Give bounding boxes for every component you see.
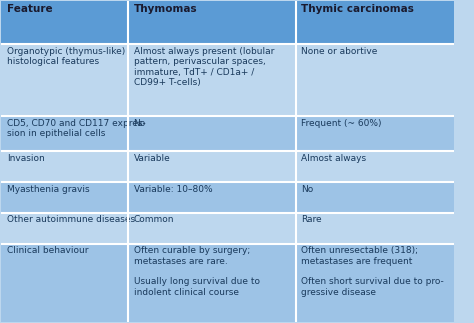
- Text: Thymic carcinomas: Thymic carcinomas: [301, 4, 414, 14]
- Text: Almost always present (lobular
pattern, perivascular spaces,
immature, TdT+ / CD: Almost always present (lobular pattern, …: [134, 47, 274, 87]
- Text: Clinical behaviour: Clinical behaviour: [7, 246, 88, 255]
- Bar: [128, 45, 296, 116]
- Bar: [128, 116, 296, 151]
- Bar: [296, 45, 454, 116]
- Bar: [296, 151, 454, 182]
- Text: Organotypic (thymus-like)
histological features: Organotypic (thymus-like) histological f…: [7, 47, 125, 67]
- Text: No: No: [301, 184, 313, 193]
- Text: Variable: 10–80%: Variable: 10–80%: [134, 184, 212, 193]
- Text: Other autoimmune diseases: Other autoimmune diseases: [7, 215, 135, 224]
- Bar: [1, 116, 128, 151]
- Bar: [1, 213, 128, 244]
- Text: Almost always: Almost always: [301, 154, 366, 163]
- Bar: [1, 45, 128, 116]
- Bar: [1, 151, 128, 182]
- Text: Myasthenia gravis: Myasthenia gravis: [7, 184, 90, 193]
- Text: Variable: Variable: [134, 154, 170, 163]
- Text: Invasion: Invasion: [7, 154, 45, 163]
- Bar: [1, 182, 128, 213]
- Text: Feature: Feature: [7, 4, 53, 14]
- Text: Rare: Rare: [301, 215, 322, 224]
- Bar: [1, 1, 128, 45]
- Text: None or abortive: None or abortive: [301, 47, 377, 56]
- Bar: [128, 182, 296, 213]
- Bar: [296, 182, 454, 213]
- Bar: [296, 213, 454, 244]
- Text: No: No: [134, 119, 146, 128]
- Bar: [128, 151, 296, 182]
- Text: Frequent (~ 60%): Frequent (~ 60%): [301, 119, 382, 128]
- Text: Thymomas: Thymomas: [134, 4, 197, 14]
- Bar: [128, 244, 296, 322]
- Bar: [128, 213, 296, 244]
- Text: Common: Common: [134, 215, 174, 224]
- Bar: [128, 1, 296, 45]
- Bar: [296, 116, 454, 151]
- Bar: [296, 244, 454, 322]
- Bar: [296, 1, 454, 45]
- Bar: [1, 244, 128, 322]
- Text: Often unresectable (318);
metastases are frequent

Often short survival due to p: Often unresectable (318); metastases are…: [301, 246, 444, 297]
- Text: Often curable by surgery;
metastases are rare.

Usually long survival due to
ind: Often curable by surgery; metastases are…: [134, 246, 260, 297]
- Text: CD5, CD70 and CD117 expres-
sion in epithelial cells: CD5, CD70 and CD117 expres- sion in epit…: [7, 119, 146, 138]
